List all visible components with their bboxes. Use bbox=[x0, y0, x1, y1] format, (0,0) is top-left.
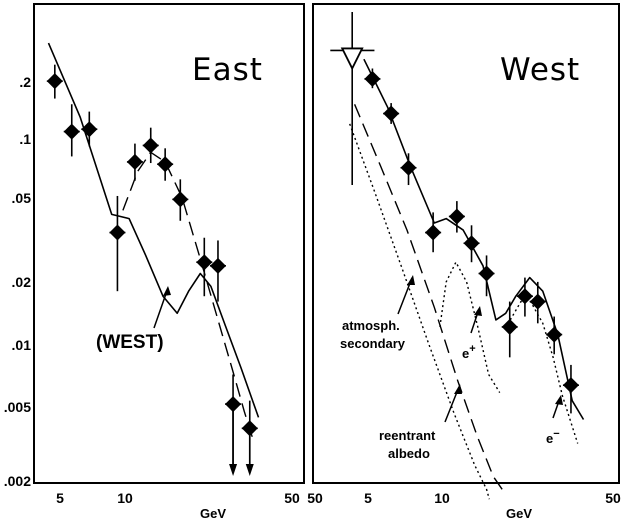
data-point bbox=[501, 318, 518, 335]
east-curve-1 bbox=[122, 151, 254, 439]
arrowhead bbox=[163, 286, 171, 296]
y-tick-label: .05 bbox=[12, 190, 32, 206]
data-point bbox=[400, 159, 417, 176]
y-tick-label: .2 bbox=[19, 74, 31, 90]
x-tick-label: 5 bbox=[364, 490, 372, 506]
data-point bbox=[448, 208, 465, 225]
data-point bbox=[478, 265, 495, 282]
reentrant-label: reentrant bbox=[379, 428, 436, 443]
x-tick-label: 50 bbox=[307, 490, 323, 506]
data-point bbox=[516, 288, 533, 305]
secondary-label: secondary bbox=[340, 336, 406, 351]
data-point bbox=[126, 153, 143, 170]
data-point bbox=[463, 235, 480, 252]
data-point bbox=[46, 73, 63, 90]
east-title: East bbox=[192, 52, 263, 88]
west-curve-3 bbox=[353, 104, 503, 490]
data-point bbox=[196, 254, 213, 271]
arrowhead bbox=[555, 395, 563, 405]
y-tick-label: .1 bbox=[19, 131, 31, 147]
y-tick-label: .002 bbox=[4, 473, 31, 489]
west-x-axis-label: GeV bbox=[506, 506, 532, 521]
data-point bbox=[142, 137, 159, 154]
arrowhead bbox=[407, 275, 415, 285]
positron-label: e+ bbox=[462, 343, 476, 361]
west-curve-label: (WEST) bbox=[96, 332, 164, 353]
data-point bbox=[562, 377, 579, 394]
x-tick-label: 10 bbox=[117, 490, 133, 506]
data-point bbox=[425, 224, 442, 241]
y-tick-label: .02 bbox=[12, 274, 32, 290]
data-point bbox=[63, 123, 80, 140]
atmospheric-label: atmosph. bbox=[342, 318, 400, 333]
east-x-axis-label: GeV bbox=[200, 506, 226, 521]
x-tick-label: 50 bbox=[605, 490, 621, 506]
west-curve-4 bbox=[349, 123, 490, 500]
data-point bbox=[529, 293, 546, 310]
x-tick-label: 50 bbox=[284, 490, 300, 506]
data-point bbox=[157, 156, 174, 173]
west-title: West bbox=[500, 52, 580, 88]
albedo-label: albedo bbox=[388, 446, 430, 461]
data-point bbox=[364, 70, 381, 87]
y-tick-label: .005 bbox=[4, 399, 31, 415]
west-curve-2 bbox=[509, 300, 579, 444]
x-tick-label: 10 bbox=[434, 490, 450, 506]
west-curve-1 bbox=[439, 261, 501, 393]
arrowhead bbox=[245, 464, 254, 476]
west-panel-frame bbox=[312, 3, 620, 484]
east-panel-frame bbox=[33, 3, 305, 484]
data-point bbox=[546, 326, 563, 343]
data-point bbox=[109, 224, 126, 241]
data-point bbox=[209, 257, 226, 274]
y-tick-label: .01 bbox=[12, 337, 32, 353]
west-curve-0 bbox=[363, 58, 585, 420]
data-point bbox=[81, 121, 98, 138]
arrowhead bbox=[474, 306, 482, 316]
east-curve-0 bbox=[47, 42, 260, 418]
electron-label: e− bbox=[546, 428, 560, 446]
data-point bbox=[172, 191, 189, 208]
data-point bbox=[383, 105, 400, 122]
x-tick-label: 5 bbox=[56, 490, 64, 506]
arrowhead bbox=[229, 464, 238, 476]
upper-limit-triangle bbox=[340, 47, 364, 71]
chart-marks bbox=[46, 12, 585, 500]
